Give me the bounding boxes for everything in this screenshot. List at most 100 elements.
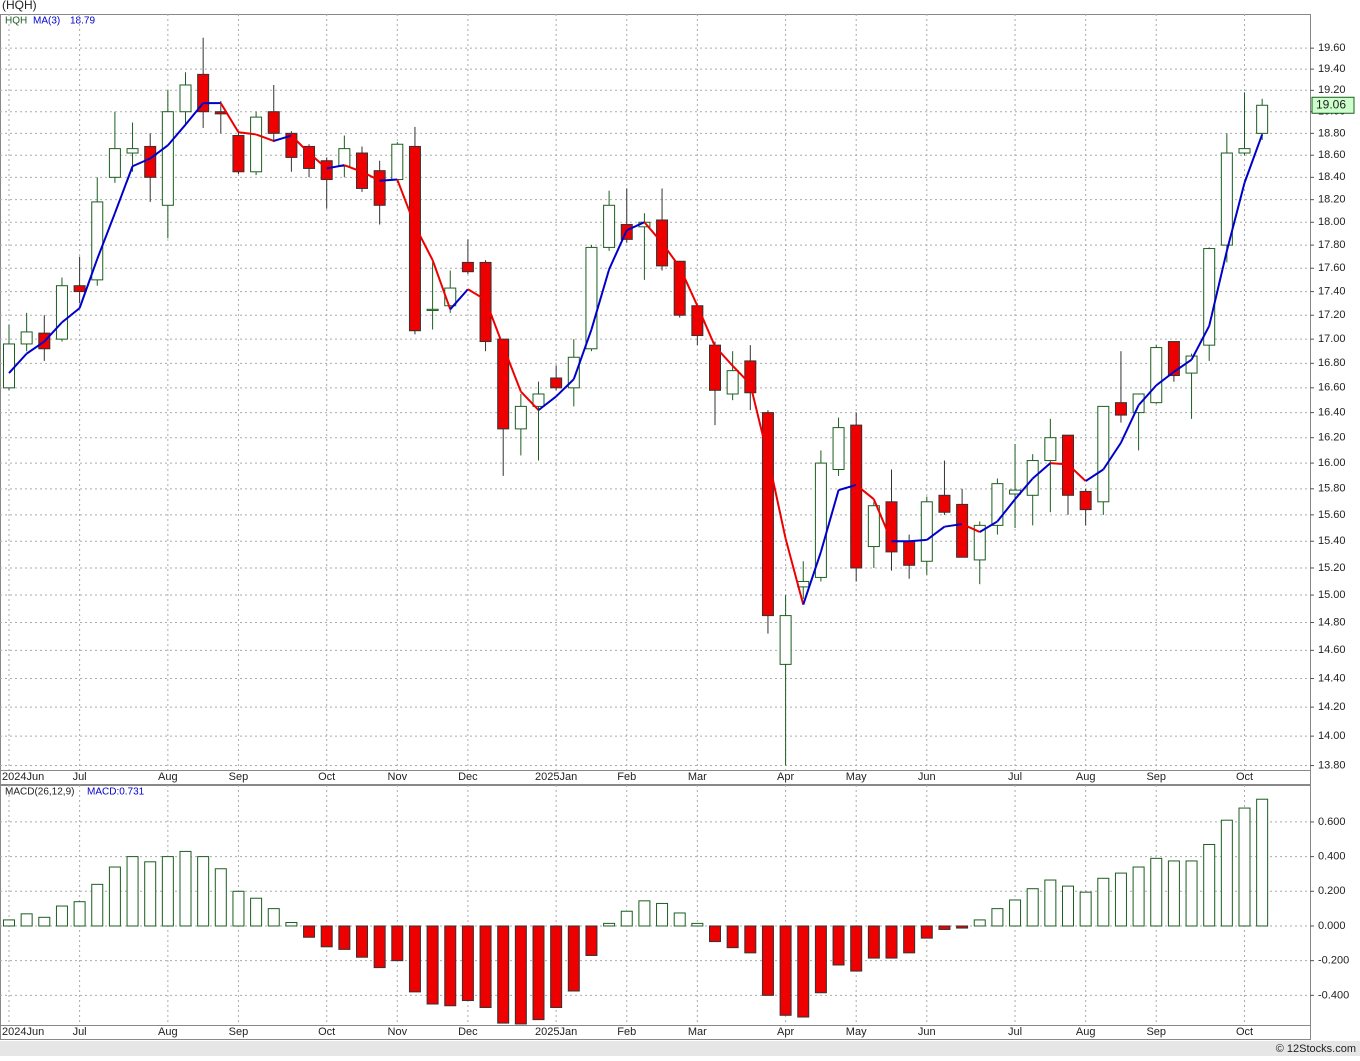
candle-body [285, 132, 298, 158]
x-tick-label: Dec [458, 771, 478, 783]
y-tick-label: 16.20 [1318, 432, 1346, 444]
x-tick-label: Mar [688, 771, 707, 783]
macd-bar [391, 925, 404, 962]
macd-bar [1150, 857, 1163, 927]
ma-segment [590, 269, 611, 330]
ma-segment [537, 395, 557, 411]
macd-bar [620, 910, 633, 927]
ma-segment [290, 134, 310, 154]
macd-bar [1256, 798, 1269, 927]
ma-segment [26, 340, 45, 355]
candle-body [267, 111, 280, 134]
ma-segment [608, 229, 628, 270]
macd-bar [1185, 860, 1198, 927]
candle-body [532, 393, 545, 407]
macd-bar [1044, 879, 1057, 927]
x-tick-label: May [846, 1026, 867, 1038]
macd-bar [479, 925, 492, 1008]
y-tick-label: 14.00 [1318, 730, 1346, 742]
y-tick-label: 0.400 [1318, 851, 1346, 863]
candle-body [514, 405, 527, 430]
ma-segment [855, 484, 875, 500]
candle-body [938, 494, 951, 513]
ma-segment [1120, 404, 1140, 444]
ma-segment [78, 258, 99, 309]
ma-segment [1155, 371, 1175, 387]
ma-segment [484, 299, 505, 347]
macd-bar [91, 883, 104, 927]
ma-segment [996, 498, 1016, 523]
ma-segment [238, 131, 257, 136]
ma-segment [149, 144, 169, 160]
candle-body [461, 261, 474, 273]
y-tick-label: 14.40 [1318, 672, 1346, 684]
x-tick-label: 2025Jan [535, 771, 577, 783]
y-tick-label: 17.20 [1318, 309, 1346, 321]
macd-bar [1203, 843, 1216, 927]
ma-segment [113, 165, 134, 214]
macd-bar [673, 912, 686, 927]
macd-bar [1238, 807, 1251, 927]
ma-segment [926, 525, 946, 541]
x-tick-label: Jul [1008, 771, 1022, 783]
macd-bar [761, 925, 774, 996]
x-tick-label: Dec [458, 1026, 478, 1038]
candle-body [691, 305, 704, 337]
date-strip [0, 1025, 1311, 1040]
macd-bar [532, 925, 545, 1021]
candle-body [3, 343, 15, 389]
ma-segment [678, 266, 699, 307]
x-tick-label: Jun [918, 1026, 936, 1038]
ma-segment [819, 489, 840, 553]
x-tick-label: Jul [1008, 1026, 1022, 1038]
x-tick-label: Aug [158, 1026, 178, 1038]
ma-segment [1208, 250, 1228, 327]
macd-bar [1097, 877, 1110, 927]
y-tick-label: 18.00 [1318, 216, 1346, 228]
y-tick-label: 14.80 [1318, 616, 1346, 628]
macd-bar [603, 922, 616, 927]
footer-bar [0, 1041, 1360, 1056]
y-tick-label: 16.60 [1318, 382, 1346, 394]
y-tick-label: 0.000 [1318, 920, 1346, 932]
macd-bar [1079, 891, 1092, 927]
ma-segment [872, 498, 893, 542]
x-tick-label: Aug [1076, 771, 1096, 783]
candle-body [197, 73, 210, 113]
ma-segment [467, 288, 487, 301]
ma-segment [273, 134, 292, 142]
x-tick-label: Oct [1236, 771, 1253, 783]
price-panel [0, 14, 1311, 771]
ma-segment [1032, 462, 1052, 480]
candle-body [20, 331, 33, 345]
ma-segment [343, 164, 363, 173]
macd-bar [126, 856, 139, 927]
macd-bar [108, 866, 121, 927]
candle-body [497, 338, 510, 430]
y-tick-label: 15.00 [1318, 589, 1346, 601]
candle-body [761, 412, 774, 617]
ma-segment [1190, 325, 1211, 361]
x-tick-label: Jun [918, 771, 936, 783]
candle-body [867, 505, 880, 548]
ma-segment [944, 523, 963, 528]
ma-segment [696, 305, 716, 347]
macd-bar [214, 868, 227, 927]
last-price-label: 19.06 [1316, 97, 1346, 111]
ma-segment [626, 221, 645, 232]
macd-bar [497, 925, 510, 1024]
candle-body [108, 148, 121, 178]
x-tick-label: Mar [688, 1026, 707, 1038]
candle-body [232, 135, 245, 173]
candle-body [126, 148, 139, 154]
candle-body [55, 285, 68, 340]
candle-body [214, 111, 227, 115]
macd-bar [938, 925, 951, 930]
ma-segment [431, 259, 452, 310]
macd-bar [320, 925, 333, 948]
macd-bar [373, 925, 386, 969]
x-tick-label: Aug [1076, 1026, 1096, 1038]
date-strip [0, 770, 1311, 785]
candle-body [903, 540, 916, 566]
macd-bar [285, 922, 298, 927]
